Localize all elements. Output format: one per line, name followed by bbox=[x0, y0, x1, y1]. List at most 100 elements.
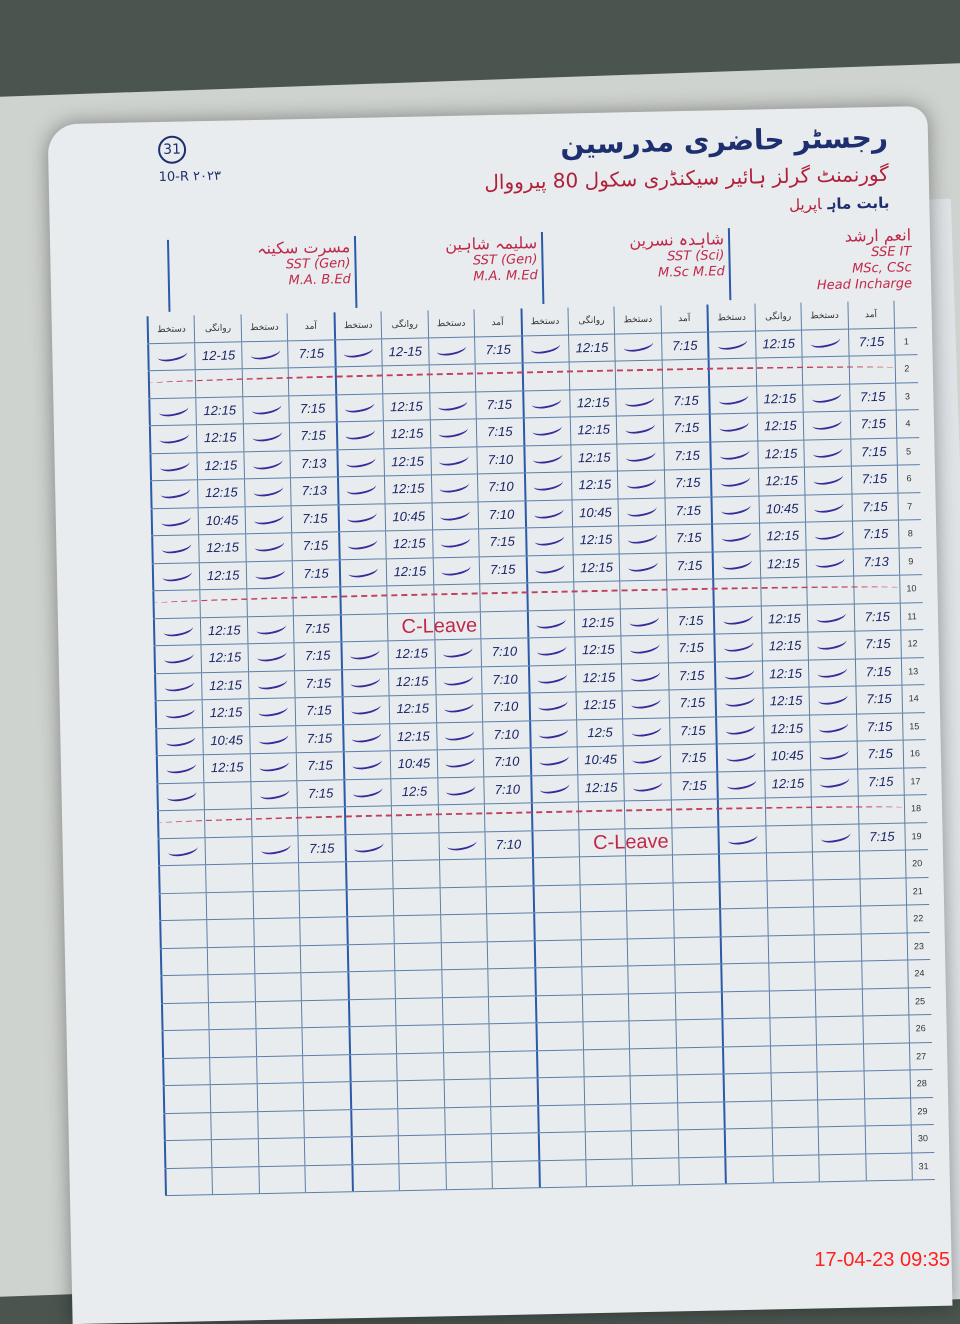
departure-time: 10:45 bbox=[384, 502, 432, 531]
signature-cell bbox=[713, 633, 762, 662]
signature-mark bbox=[259, 838, 292, 857]
signature-cell bbox=[722, 1045, 771, 1074]
signature-cell bbox=[339, 613, 388, 642]
signature-mark bbox=[536, 667, 569, 686]
signature-cell bbox=[427, 336, 475, 365]
signature-cell bbox=[710, 496, 759, 524]
departure-time bbox=[583, 1076, 631, 1104]
signature-cell bbox=[713, 606, 762, 634]
signature-mark bbox=[533, 530, 566, 548]
signature-cell bbox=[430, 446, 477, 475]
signature-mark bbox=[353, 836, 386, 855]
month-line: بابت ماہ اپریل bbox=[789, 193, 890, 215]
signature-cell bbox=[147, 342, 196, 371]
departure-time bbox=[573, 581, 621, 609]
signature-cell bbox=[429, 419, 477, 447]
signature-cell bbox=[434, 639, 482, 667]
signature-cell bbox=[534, 1022, 583, 1050]
day-number: 30 bbox=[910, 1125, 935, 1152]
departure-time bbox=[581, 993, 629, 1022]
signature-mark bbox=[719, 498, 752, 517]
day-number: 22 bbox=[906, 905, 930, 933]
signature-cell bbox=[724, 1155, 773, 1184]
departure-time bbox=[210, 1111, 258, 1140]
arrival-time bbox=[304, 1137, 352, 1165]
signature-cell bbox=[625, 882, 673, 911]
signature-cell bbox=[438, 859, 486, 887]
signature-cell bbox=[148, 397, 197, 426]
signature-mark bbox=[437, 422, 470, 440]
departure-time: 12:15 bbox=[572, 526, 620, 554]
arrival-time bbox=[671, 854, 719, 882]
arrival-time bbox=[490, 1105, 538, 1134]
signature-mark bbox=[628, 638, 661, 656]
arrival-time: 7:13 bbox=[852, 548, 900, 576]
day-number: 3 bbox=[895, 382, 919, 410]
signature-mark bbox=[440, 559, 473, 578]
signature-mark bbox=[622, 335, 655, 354]
signature-cell bbox=[718, 853, 767, 881]
signature-cell bbox=[335, 421, 384, 449]
signature-cell bbox=[535, 1049, 584, 1078]
arrival-time: 7:15 bbox=[668, 689, 716, 717]
signature-mark bbox=[537, 722, 570, 741]
arrival-time bbox=[676, 1101, 724, 1130]
departure-time: 12:15 bbox=[385, 557, 433, 586]
signature-cell bbox=[711, 551, 760, 579]
signature-cell bbox=[156, 810, 205, 838]
departure-time bbox=[393, 915, 441, 943]
signature-cell bbox=[716, 770, 765, 799]
signature-mark bbox=[436, 394, 469, 413]
signature-cell bbox=[804, 494, 852, 522]
signature-mark bbox=[162, 647, 195, 666]
arrival-time: 7:15 bbox=[292, 559, 340, 588]
departure-time bbox=[208, 1001, 256, 1030]
departure-time: 12:15 bbox=[754, 330, 802, 358]
signature-mark bbox=[626, 528, 659, 546]
departure-time: 12:15 bbox=[759, 550, 807, 578]
arrival-time bbox=[487, 968, 535, 996]
signature-cell bbox=[150, 507, 199, 536]
arrival-time bbox=[859, 878, 907, 906]
signature-mark bbox=[720, 526, 753, 544]
signature-cell bbox=[719, 908, 768, 936]
signature-cell bbox=[431, 529, 479, 557]
arrival-time bbox=[666, 579, 714, 607]
signature-cell bbox=[158, 892, 207, 921]
signature-mark bbox=[251, 481, 284, 499]
signature-cell bbox=[160, 1002, 209, 1031]
signature-cell bbox=[527, 664, 576, 693]
signature-cell bbox=[241, 340, 288, 369]
signature-cell bbox=[707, 331, 756, 359]
signature-cell bbox=[249, 753, 297, 781]
signature-cell bbox=[337, 503, 386, 532]
arrival-time bbox=[288, 367, 335, 395]
signature-mark bbox=[254, 618, 287, 637]
signature-cell bbox=[335, 393, 383, 422]
arrival-time: 7:15 bbox=[856, 768, 904, 796]
column-header: دستخط bbox=[240, 313, 288, 341]
signature-mark bbox=[160, 565, 193, 584]
column-header: دستخط bbox=[333, 311, 382, 339]
arrival-time: 7:15 bbox=[662, 414, 710, 443]
signature-mark bbox=[720, 553, 753, 572]
departure-time bbox=[755, 357, 803, 386]
arrival-time: 7:10 bbox=[476, 445, 524, 474]
departure-time bbox=[199, 589, 247, 617]
signature-cell bbox=[343, 806, 392, 834]
signature-cell bbox=[616, 443, 664, 471]
arrival-time: 7:15 bbox=[662, 387, 709, 415]
departure-time bbox=[392, 887, 440, 916]
signature-mark bbox=[726, 828, 759, 847]
departure-time bbox=[582, 1048, 630, 1077]
arrival-time: 7:15 bbox=[294, 669, 342, 698]
signature-mark bbox=[249, 343, 281, 362]
departure-time: 10:45 bbox=[763, 742, 811, 770]
signature-cell bbox=[242, 423, 290, 451]
signature-mark bbox=[631, 748, 663, 766]
signature-cell bbox=[151, 535, 200, 563]
signature-mark bbox=[818, 771, 851, 790]
signature-mark bbox=[345, 479, 378, 497]
arrival-time bbox=[858, 850, 906, 879]
signature-mark bbox=[255, 645, 288, 664]
